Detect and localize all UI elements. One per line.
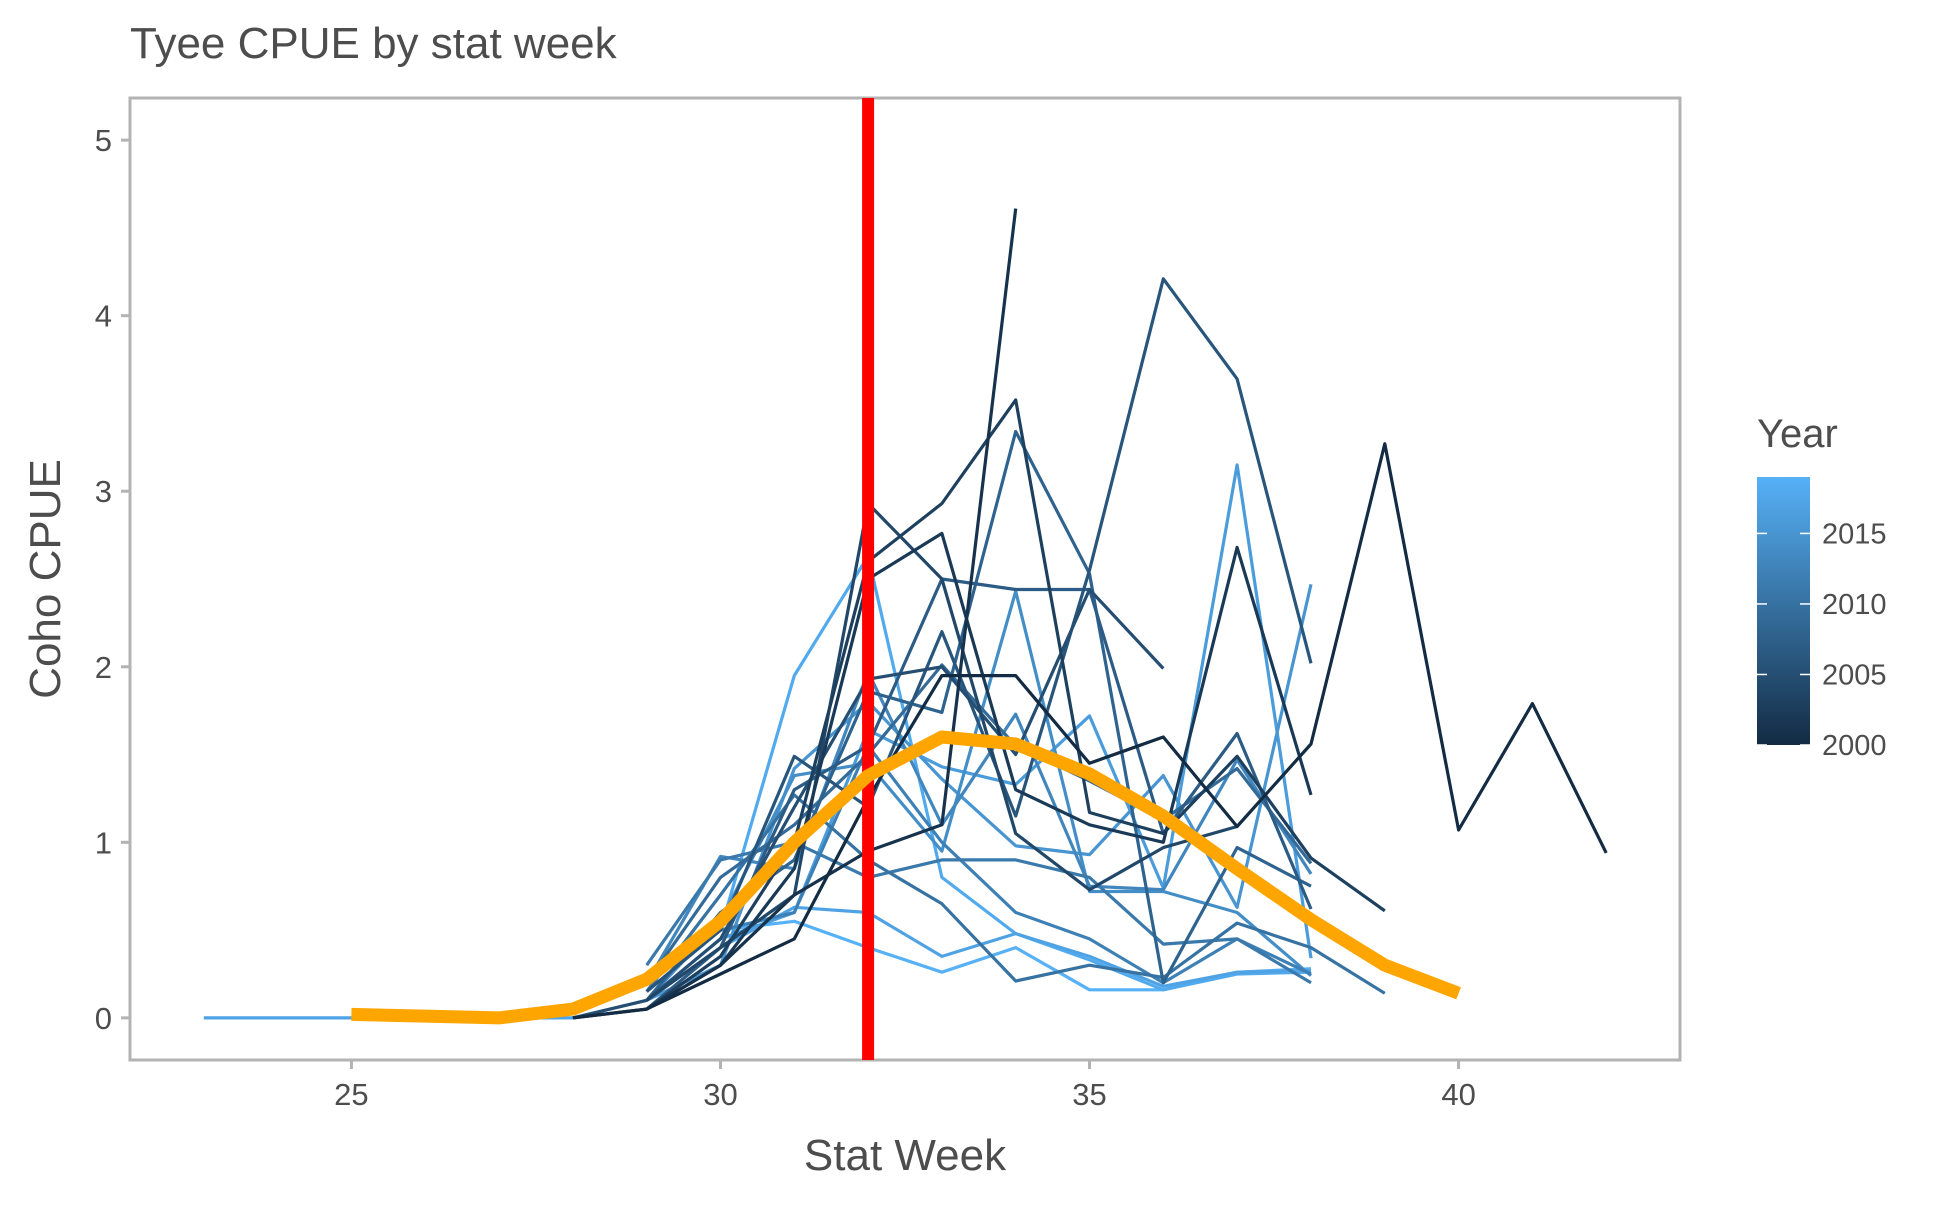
series-line-2006 bbox=[645, 277, 1313, 993]
legend-tick-label: 2005 bbox=[1822, 659, 1887, 691]
series-layer bbox=[203, 208, 1608, 1020]
series-line-2000 bbox=[572, 442, 1608, 1020]
legend-tick-label: 2015 bbox=[1822, 518, 1887, 550]
series-line-2017 bbox=[203, 905, 1312, 1020]
legend-tick-label: 2000 bbox=[1822, 730, 1887, 762]
y-tick-label: 1 bbox=[95, 825, 112, 860]
legend-tick-label: 2010 bbox=[1822, 589, 1887, 621]
overlay-layer bbox=[351, 98, 1461, 1060]
series-line-2016 bbox=[645, 463, 1313, 1002]
average-line bbox=[351, 730, 1461, 1025]
y-tick-label: 2 bbox=[95, 650, 112, 685]
series-line-2003 bbox=[645, 398, 1386, 1011]
x-tick-label: 25 bbox=[334, 1077, 368, 1112]
series-line-2013 bbox=[645, 670, 1313, 984]
y-tick-label: 5 bbox=[95, 123, 112, 158]
series-line-2004 bbox=[645, 501, 1238, 1002]
legend-title: Year bbox=[1757, 412, 1838, 456]
x-tick-label: 30 bbox=[703, 1077, 737, 1112]
x-axis: 25 30 35 40 bbox=[334, 1060, 1476, 1112]
series-line-2002 bbox=[645, 531, 1313, 1011]
legend-ticks: 2000 2005 2010 2015 bbox=[1757, 518, 1887, 762]
legend-colorbar bbox=[1757, 477, 1810, 745]
series-line-2001 bbox=[572, 208, 1018, 1020]
y-axis-title: Coho CPUE bbox=[21, 459, 70, 699]
y-axis: 0 1 2 3 4 5 bbox=[95, 123, 130, 1036]
series-line-2010 bbox=[645, 793, 1386, 995]
plot-panel bbox=[128, 96, 1682, 1062]
x-axis-title: Stat Week bbox=[804, 1131, 1007, 1180]
series-line-2018 bbox=[645, 554, 1312, 992]
y-tick-label: 4 bbox=[95, 299, 112, 334]
legend: Year 2000 2005 2010 2015 bbox=[1757, 412, 1887, 762]
x-tick-label: 40 bbox=[1441, 1077, 1475, 1112]
y-tick-label: 0 bbox=[95, 1001, 112, 1036]
y-tick-label: 3 bbox=[95, 474, 112, 509]
x-tick-label: 35 bbox=[1072, 1077, 1106, 1112]
chart-title: Tyee CPUE by stat week bbox=[130, 19, 618, 68]
